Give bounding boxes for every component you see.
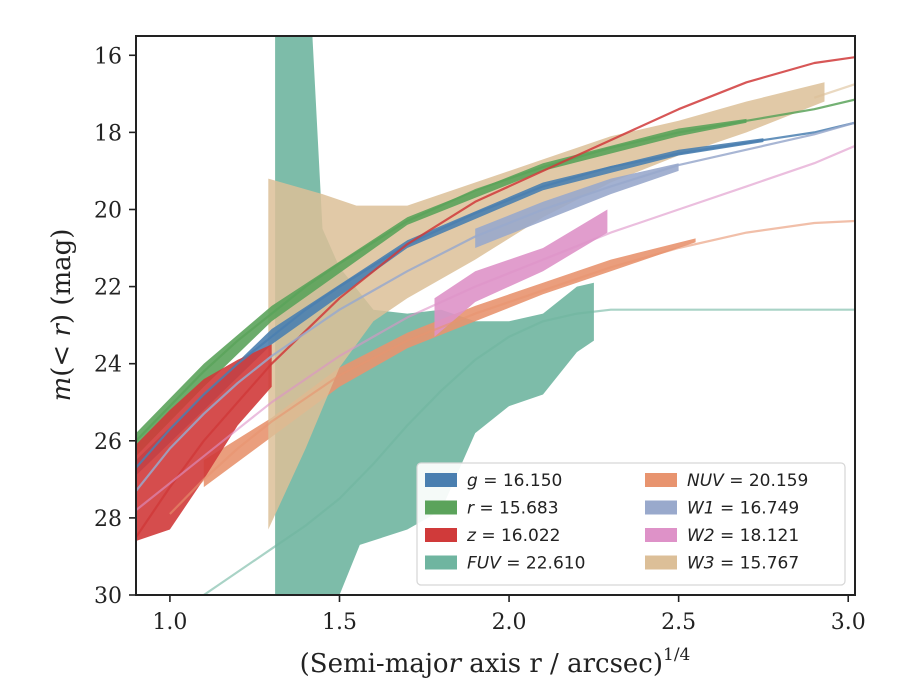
legend-label-g: g = 16.150 (467, 471, 562, 491)
legend-label-fuv: FUV = 22.610 (467, 554, 585, 574)
plot-frame (135, 35, 856, 596)
legend-label-z: z = 16.022 (466, 526, 560, 546)
y-tick-label: 16 (94, 44, 122, 69)
legend-swatch-nuv (645, 473, 677, 487)
band-z (136, 344, 272, 541)
x-tick-label: 3.0 (831, 610, 866, 635)
legend-label-w2: W2 = 18.121 (687, 526, 799, 546)
curve-fuv (203, 308, 855, 595)
legend-swatch-w2 (645, 528, 677, 542)
curve-w2 (136, 144, 855, 512)
legend-box (416, 462, 846, 586)
legend-label-w1: W1 = 16.749 (687, 499, 799, 519)
curve-z (136, 56, 855, 538)
y-tick-label: 30 (94, 584, 122, 609)
x-tick-label: 1.0 (152, 610, 187, 635)
legend-label-r: r = 15.683 (467, 499, 559, 519)
x-tick-label: 1.5 (322, 610, 357, 635)
curves-layer (136, 56, 855, 595)
legend-swatch-r (425, 500, 457, 515)
y-tick-label: 24 (94, 353, 122, 378)
curve-r (136, 98, 855, 442)
legend-swatch-w1 (645, 500, 677, 515)
curve-w1 (136, 121, 855, 492)
y-axis-label: m(< r) (mag) (47, 229, 77, 402)
legend-label-nuv: NUV = 20.159 (687, 471, 808, 491)
x-tick-label: 2.5 (661, 610, 696, 635)
legend: g = 16.150 NUV = 20.159 r = 15.683 W1 = 16.… (416, 462, 846, 586)
x-tick-label: 2.0 (492, 610, 527, 635)
legend-swatch-g (425, 473, 457, 487)
legend-swatch-fuv (425, 555, 457, 570)
bands-layer (136, 36, 825, 595)
y-tick-label: 22 (94, 276, 122, 301)
curve-nuv (169, 219, 855, 515)
legend-swatch-z (425, 528, 457, 542)
y-tick-label: 28 (94, 507, 122, 532)
y-tick-label: 20 (94, 198, 122, 223)
band-w2 (434, 209, 608, 337)
y-tick-label: 18 (94, 121, 122, 146)
legend-swatch-w3 (645, 555, 677, 570)
band-w3 (268, 82, 825, 530)
legend-label-w3: W3 = 15.767 (687, 554, 799, 574)
y-tick-label: 26 (94, 430, 122, 455)
curve-w3 (813, 83, 855, 99)
x-axis: 1.0 1.5 2.0 2.5 3.0 (152, 595, 866, 635)
x-axis-label: (Semi-major axis r / arcsec)1/4 (300, 645, 691, 679)
y-axis: 16 18 20 22 24 26 28 30 (94, 44, 136, 609)
band-w1 (475, 163, 679, 248)
